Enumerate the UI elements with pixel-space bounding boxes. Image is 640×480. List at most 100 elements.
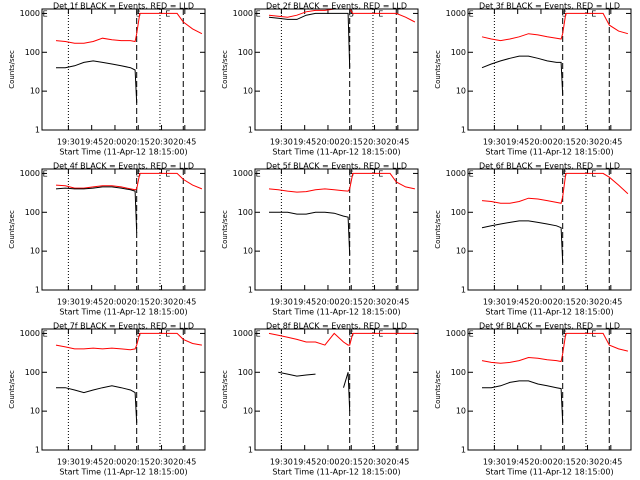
- annotation: S: [136, 10, 141, 19]
- panel-title: Det 3f BLACK = Events, RED = LLD: [479, 2, 620, 11]
- x-tick-label: 19:30: [270, 138, 293, 147]
- series-line: [55, 186, 138, 233]
- x-tick-label: 19:45: [293, 458, 316, 467]
- annotation: E: [378, 330, 383, 339]
- panel-title: Det 9f BLACK = Events, RED = LLD: [479, 322, 620, 331]
- y-tick-label: 1000: [233, 329, 253, 338]
- x-tick-label: 20:00: [316, 458, 339, 467]
- y-tick-label: 100: [25, 48, 40, 57]
- series-line: [482, 380, 564, 423]
- x-tick-label: 19:30: [57, 298, 80, 307]
- x-tick-label: 20:00: [529, 138, 552, 147]
- y-tick-label: 1000: [20, 9, 40, 18]
- x-axis-label: Start Time (11-Apr-12 18:15:00): [485, 148, 613, 157]
- x-tick-label: 20:45: [173, 458, 196, 467]
- plot-frame: [467, 328, 632, 451]
- x-tick-label: 20:00: [529, 458, 552, 467]
- x-tick-label: 20:15: [340, 298, 363, 307]
- x-tick-label: 20:45: [173, 298, 196, 307]
- series-line: [481, 172, 629, 204]
- y-axis-label: Counts/sec: [434, 50, 442, 89]
- y-axis-label: Counts/sec: [8, 370, 16, 409]
- x-tick-label: 19:30: [270, 458, 293, 467]
- x-tick-label: 20:30: [363, 138, 386, 147]
- y-tick-label: 1: [461, 286, 466, 295]
- annotation: E: [378, 170, 383, 179]
- x-tick-label: 19:45: [293, 138, 316, 147]
- panel-title: Det 6f BLACK = Events, RED = LLD: [479, 162, 620, 171]
- x-tick-label: 20:45: [599, 298, 622, 307]
- x-tick-label: 20:00: [103, 458, 126, 467]
- y-tick-label: 1: [248, 126, 253, 135]
- annotation: S: [349, 170, 354, 179]
- x-tick-label: 19:30: [483, 298, 506, 307]
- plot-frame: [41, 168, 206, 291]
- annotation: E: [469, 330, 474, 339]
- x-tick-label: 20:30: [363, 458, 386, 467]
- annotation: E: [378, 10, 383, 19]
- y-axis-label: Counts/sec: [434, 370, 442, 409]
- x-tick-label: 19:30: [270, 298, 293, 307]
- y-tick-label: 1000: [446, 329, 466, 338]
- plot-frame: [41, 328, 206, 451]
- x-tick-label: 20:45: [386, 138, 409, 147]
- x-tick-label: 19:45: [80, 458, 103, 467]
- y-tick-label: 1000: [446, 169, 466, 178]
- y-tick-label: 100: [25, 368, 40, 377]
- series-line: [268, 8, 416, 23]
- y-tick-label: 100: [238, 368, 253, 377]
- x-tick-label: 20:15: [340, 138, 363, 147]
- y-tick-label: 10: [243, 87, 253, 96]
- y-tick-label: 1000: [20, 169, 40, 178]
- x-tick-label: 20:45: [386, 298, 409, 307]
- y-tick-label: 1000: [446, 9, 466, 18]
- x-tick-label: 19:45: [80, 138, 103, 147]
- annotation: E: [256, 330, 261, 339]
- y-tick-label: 10: [456, 407, 466, 416]
- series-line: [55, 12, 203, 44]
- x-tick-label: 19:30: [57, 138, 80, 147]
- series-line: [481, 12, 629, 42]
- panel-title: Det 4f BLACK = Events, RED = LLD: [53, 162, 194, 171]
- x-tick-label: 20:45: [386, 458, 409, 467]
- annotation: S: [562, 170, 567, 179]
- x-axis-label: Start Time (11-Apr-12 18:15:00): [272, 468, 400, 477]
- panel-title: Det 7f BLACK = Events, RED = LLD: [53, 322, 194, 331]
- annotation: E: [469, 170, 474, 179]
- x-tick-label: 20:15: [127, 298, 150, 307]
- panel-title: Det 2f BLACK = Events, RED = LLD: [266, 2, 407, 11]
- x-tick-label: 20:45: [599, 458, 622, 467]
- y-tick-label: 1000: [233, 9, 253, 18]
- annotation: E: [591, 330, 596, 339]
- x-axis-label: Start Time (11-Apr-12 18:15:00): [59, 468, 187, 477]
- x-axis-label: Start Time (11-Apr-12 18:15:00): [272, 148, 400, 157]
- y-tick-label: 10: [30, 407, 40, 416]
- plot-frame: [254, 168, 419, 291]
- x-tick-label: 19:45: [506, 298, 529, 307]
- series-line: [56, 385, 138, 423]
- x-tick-label: 20:00: [316, 298, 339, 307]
- y-tick-label: 1: [248, 446, 253, 455]
- series-line: [268, 332, 415, 346]
- y-axis-label: Counts/sec: [221, 370, 229, 409]
- x-axis-label: Start Time (11-Apr-12 18:15:00): [59, 148, 187, 157]
- y-tick-label: 10: [456, 247, 466, 256]
- annotation: S: [136, 170, 141, 179]
- annotation: E: [43, 330, 48, 339]
- annotation: E: [43, 10, 48, 19]
- y-tick-label: 100: [451, 48, 466, 57]
- annotation: E: [165, 170, 170, 179]
- x-tick-label: 20:00: [316, 138, 339, 147]
- series-line: [268, 12, 351, 68]
- series-line: [55, 332, 202, 351]
- x-tick-label: 20:15: [127, 458, 150, 467]
- y-tick-label: 100: [451, 208, 466, 217]
- y-axis-label: Counts/sec: [8, 210, 16, 249]
- x-tick-label: 20:00: [529, 298, 552, 307]
- x-axis-label: Start Time (11-Apr-12 18:15:00): [59, 308, 187, 317]
- series-line: [269, 211, 351, 255]
- y-tick-label: 1: [35, 446, 40, 455]
- y-tick-label: 100: [25, 208, 40, 217]
- annotation: E: [591, 170, 596, 179]
